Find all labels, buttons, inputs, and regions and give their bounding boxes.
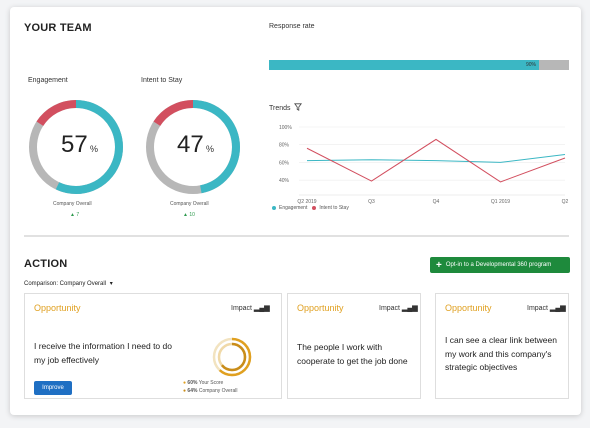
opportunity-tag: Opportunity (297, 303, 344, 313)
legend-intent: Intent to Stay (312, 205, 349, 211)
engagement-donut (29, 100, 123, 194)
impact-label: Impact ▂▄▆ (527, 304, 566, 312)
x-tick-label: Q2 (562, 199, 569, 205)
response-value: 90% (525, 62, 536, 68)
comparison-label: Comparison: Company Overall (24, 281, 107, 287)
up-arrow-icon: ▲ (183, 212, 188, 218)
improve-button[interactable]: Improve (34, 381, 72, 395)
company-score-label: Company Overall (198, 388, 238, 394)
legend-label: Intent to Stay (319, 205, 349, 211)
engagement-unit: % (90, 144, 99, 154)
opt-in-label: Opt-in to a Developmental 360 program (445, 262, 552, 268)
dot-icon: ● (183, 388, 187, 394)
impact-text: Impact (231, 305, 253, 312)
response-bar: 90% (269, 60, 569, 70)
section-divider (24, 235, 569, 237)
y-tick-label: 60% (279, 160, 290, 166)
intent-label: Intent to Stay (141, 77, 183, 84)
statement-text: The people I work with cooperate to get … (297, 342, 408, 366)
chevron-down-icon: ▾ (109, 281, 113, 287)
intent-company-label: Company Overall (170, 201, 209, 207)
impact-text: Impact (527, 305, 549, 312)
up-arrow-icon: ▲ (70, 212, 75, 218)
trends-legend: Engagement Intent to Stay (272, 205, 349, 211)
response-title: Response rate (269, 23, 315, 30)
trends-title: Trends (269, 103, 303, 112)
statement-text: I can see a clear link between my work a… (445, 335, 557, 372)
x-tick-label: Q3 (368, 199, 375, 205)
legend-dot (312, 206, 317, 210)
your-score-legend: ● 60% Your Score (183, 380, 223, 386)
opportunity-card: Opportunity Impact ▂▄▆ I can see a clear… (435, 293, 569, 399)
intent-delta-value: 10 (189, 212, 195, 218)
team-title: YOUR TEAM (24, 22, 92, 34)
intent-delta: ▲ 10 (183, 212, 195, 218)
x-tick-label: Q2 2019 (297, 199, 316, 205)
engagement-label: Engagement (28, 77, 68, 84)
intent-value: 47 (177, 131, 204, 158)
impact-label: Impact ▂▄▆ (379, 304, 418, 312)
company-score-legend: ● 64% Company Overall (183, 388, 237, 394)
dashboard-panel: YOUR TEAM Engagement 57 % Company Overal… (10, 7, 581, 415)
series-line-engagement (306, 153, 566, 163)
filter-icon[interactable] (294, 103, 303, 111)
signal-bars-icon: ▂▄▆ (253, 305, 270, 312)
plus-icon: + (436, 259, 442, 271)
opportunity-tag: Opportunity (445, 303, 492, 313)
y-tick-label: 40% (279, 178, 290, 184)
signal-bars-icon: ▂▄▆ (401, 305, 418, 312)
engagement-value: 57 (61, 131, 88, 158)
impact-text: Impact (379, 305, 401, 312)
impact-label: Impact ▂▄▆ (231, 304, 270, 312)
legend-dot (272, 206, 276, 210)
action-title: ACTION (24, 258, 68, 270)
intent-unit: % (206, 144, 215, 154)
response-bar-fill: 90% (269, 60, 539, 70)
statement-text: I receive the information I need to do m… (34, 341, 172, 365)
comparison-dropdown[interactable]: Comparison: Company Overall ▾ (24, 280, 113, 287)
legend-label: Engagement (279, 205, 308, 211)
x-tick-label: Q1 2019 (491, 199, 510, 205)
series-line-intent-to-stay (306, 138, 566, 183)
opportunity-card: Opportunity Impact ▂▄▆ The people I work… (287, 293, 421, 399)
y-tick-label: 80% (279, 143, 290, 149)
opportunity-tag: Opportunity (34, 303, 81, 313)
your-score-value: 60% (187, 380, 198, 386)
opt-in-360-button[interactable]: + Opt-in to a Developmental 360 program (430, 257, 570, 273)
trends-title-text: Trends (269, 105, 291, 112)
engagement-delta: ▲ 7 (70, 212, 79, 218)
legend-engagement: Engagement (272, 205, 307, 211)
company-score-value: 64% (187, 388, 198, 394)
opportunity-card: Opportunity Impact ▂▄▆ I receive the inf… (24, 293, 282, 399)
your-score-label: Your Score (198, 380, 224, 386)
engagement-delta-value: 7 (76, 212, 80, 218)
score-ring (212, 337, 252, 377)
dot-icon: ● (183, 380, 187, 386)
trends-chart: 100% 80% 60% 40% Q2 2019 Q3 Q4 Q1 2019 Q2 (279, 125, 569, 205)
intent-donut (146, 100, 240, 194)
signal-bars-icon: ▂▄▆ (549, 305, 566, 312)
y-tick-label: 100% (279, 125, 292, 131)
x-tick-label: Q4 (433, 199, 440, 205)
engagement-company-label: Company Overall (53, 201, 92, 207)
